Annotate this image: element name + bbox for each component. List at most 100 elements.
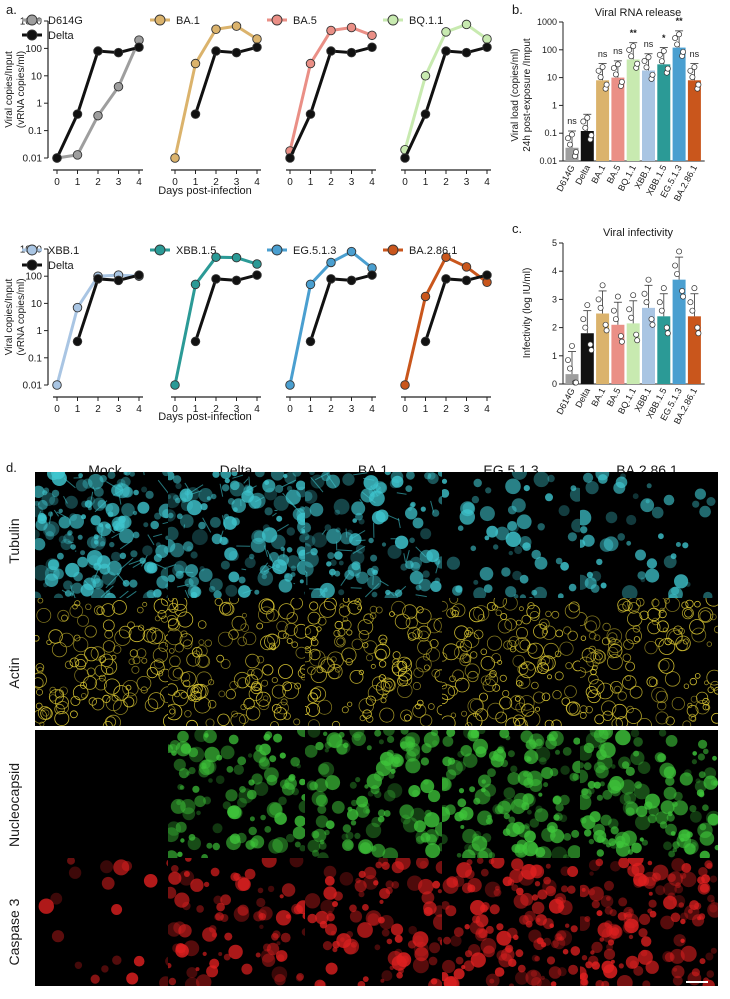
cell-signal (633, 872, 647, 887)
a-data-point (252, 270, 262, 280)
cell-signal (172, 475, 182, 484)
cell-signal (690, 810, 702, 823)
cell-signal (336, 637, 345, 646)
a-data-point (461, 262, 472, 272)
a-data-point (346, 275, 357, 286)
filament (105, 572, 121, 589)
cell-signal (270, 472, 285, 481)
cell-signal (37, 598, 44, 604)
cell-signal (565, 662, 573, 670)
cell-signal (315, 741, 324, 751)
cell-signal (339, 872, 354, 886)
cell-signal (334, 551, 343, 560)
cell-signal (92, 497, 106, 511)
cell-signal (699, 958, 706, 965)
cell-signal (511, 498, 526, 513)
a-x-tick-label: 3 (234, 177, 240, 188)
cell-signal (508, 550, 513, 556)
legend-label: XBB.1.5 (176, 245, 216, 257)
cell-signal (173, 494, 179, 501)
cell-signal (571, 518, 580, 533)
cell-signal (458, 788, 465, 794)
cell-signal (464, 844, 472, 852)
cell-signal (560, 765, 570, 775)
a-x-tick-label: 4 (254, 177, 260, 188)
cell-signal (136, 648, 147, 658)
micrograph-background (168, 598, 306, 726)
cell-signal (453, 927, 464, 937)
cell-signal (666, 813, 675, 822)
a-data-point (93, 46, 103, 56)
cell-signal (45, 531, 55, 540)
cell-signal (73, 571, 83, 582)
cell-signal (331, 800, 345, 814)
cell-signal (703, 591, 713, 600)
cell-signal (48, 511, 54, 517)
a-data-point (441, 27, 451, 37)
cell-signal (379, 751, 395, 766)
cell-signal (634, 781, 642, 789)
cell-signal (323, 598, 337, 611)
cell-signal (168, 598, 178, 611)
cell-signal (705, 952, 714, 961)
a-data-point (441, 252, 451, 262)
a-data-point (285, 380, 295, 390)
cell-signal (627, 864, 640, 877)
replicate-point (628, 314, 635, 321)
replicate-point (645, 276, 652, 283)
cell-signal (430, 580, 442, 592)
cell-signal (412, 628, 423, 640)
cell-signal (711, 899, 715, 904)
cell-signal (390, 472, 404, 484)
cell-signal (489, 669, 497, 678)
cell-signal (458, 809, 468, 819)
cell-signal (177, 730, 189, 743)
cell-signal (671, 697, 685, 711)
cell-signal (346, 629, 353, 636)
legend-swatch-marker (387, 244, 399, 256)
cell-signal (248, 779, 255, 786)
cell-signal (334, 667, 341, 673)
filament (242, 589, 253, 594)
cell-signal (710, 680, 718, 691)
cell-signal (59, 632, 74, 648)
cell-signal (513, 893, 529, 909)
replicate-point (614, 61, 621, 68)
cell-signal (524, 830, 536, 843)
cell-signal (47, 472, 60, 481)
a-y-axis-label: Viral copies/Input (4, 51, 15, 128)
a-data-point (420, 291, 431, 302)
a-data-point (231, 252, 242, 263)
legend-swatch-marker (154, 14, 166, 26)
cell-signal (580, 611, 588, 627)
cell-signal (502, 876, 513, 887)
cell-signal (256, 655, 265, 664)
cell-signal (560, 561, 569, 571)
legend-label: Delta (48, 260, 75, 272)
a-data-point (461, 19, 472, 30)
cell-signal (583, 762, 592, 771)
cell-signal (523, 485, 530, 492)
replicate-point (626, 46, 633, 53)
cell-signal (692, 500, 700, 508)
filament (267, 565, 282, 573)
cell-signal (270, 644, 277, 651)
cell-signal (387, 544, 402, 559)
cell-signal (131, 665, 140, 674)
scale-bar (686, 981, 708, 983)
cell-signal (78, 473, 83, 478)
cell-signal (645, 568, 660, 583)
cell-signal (606, 647, 619, 659)
micrograph-image (305, 472, 443, 600)
cell-signal (275, 564, 280, 569)
cell-signal (664, 637, 672, 646)
cell-signal (567, 845, 580, 858)
cell-signal (568, 964, 579, 975)
cell-signal (91, 697, 105, 711)
cell-signal (665, 598, 680, 612)
cell-signal (621, 585, 638, 600)
c-y-axis-label: Infectivity (log IU/ml) (522, 268, 533, 359)
cell-signal (365, 715, 374, 723)
cell-signal (521, 703, 535, 717)
legend-swatch-marker (387, 14, 399, 26)
